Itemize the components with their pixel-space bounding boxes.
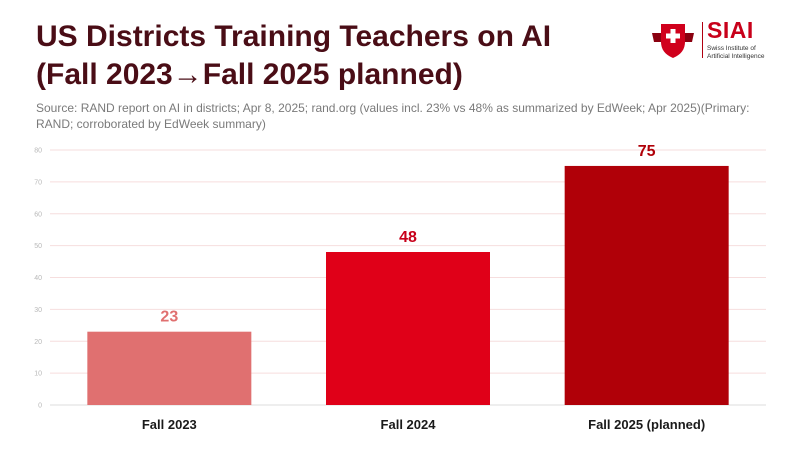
logo-subtitle-line-2: Artificial Intelligence [707,52,765,60]
y-tick-label: 0 [38,403,42,410]
bar-value-label: 75 [638,143,656,160]
bar-value-label: 23 [160,309,178,326]
y-tick-label: 30 [34,307,42,314]
siai-logo: SIAI Swiss Institute of Artificial Intel… [648,17,773,62]
bar-value-label: 48 [399,229,417,246]
labels: 23 Fall 2023 48 Fall 2024 75 Fall 2025 (plann… [142,143,705,432]
logo-subtitle: Swiss Institute of Artificial Intelligen… [707,45,777,60]
y-tick-label: 20 [34,339,42,346]
chart-title-line-2: (Fall 2023→Fall 2025 planned) [36,58,463,91]
y-tick-label: 80 [34,148,42,155]
x-category-label: Fall 2023 [142,417,197,432]
y-axis-ticks: 0 10 20 30 40 50 60 70 80 [34,148,42,410]
chart-source-note: Source: RAND report on AI in districts; … [36,101,750,131]
logo-divider [702,22,703,58]
swiss-shield-icon [652,24,694,58]
bar [564,165,729,405]
logo-name: SIAI [707,17,754,43]
y-tick-label: 70 [34,179,42,186]
y-tick-label: 40 [34,275,42,282]
x-category-label: Fall 2025 (planned) [588,417,705,432]
y-tick-label: 60 [34,211,42,218]
bars [87,165,729,405]
chart-title: US Districts Training Teachers on AI (Fa… [36,18,636,94]
x-category-label: Fall 2024 [381,417,437,432]
bar [326,252,490,405]
logo-subtitle-line-1: Swiss Institute of [707,45,756,52]
chart-title-line-1: US Districts Training Teachers on AI [36,20,552,53]
bar [87,331,252,405]
y-tick-label: 10 [34,371,42,378]
y-tick-label: 50 [34,243,42,250]
